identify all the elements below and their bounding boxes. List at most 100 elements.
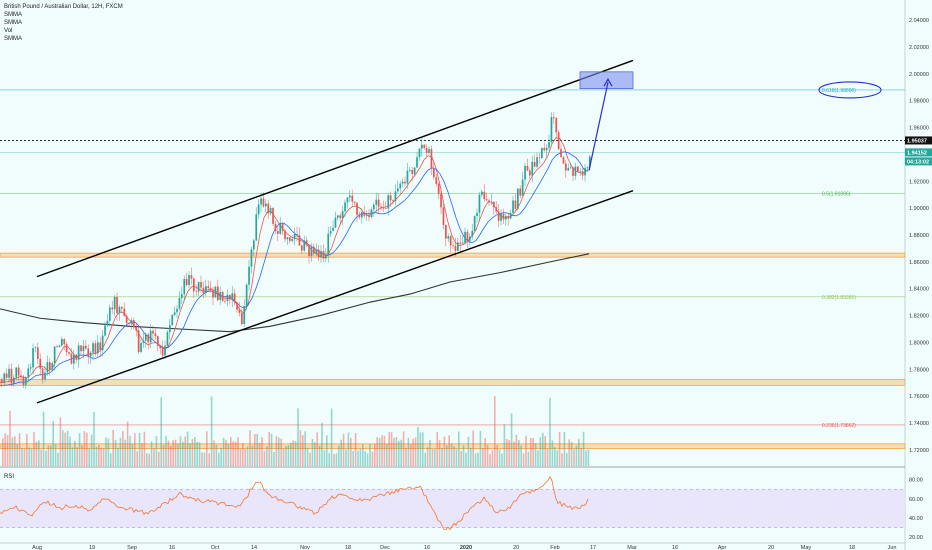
- volume-bar: [410, 444, 412, 466]
- candle-body: [389, 195, 392, 201]
- candle-body: [313, 246, 315, 254]
- candle-body: [154, 333, 157, 337]
- volume-bar: [21, 448, 23, 466]
- candle-body: [565, 163, 567, 171]
- candle-body: [533, 161, 536, 167]
- candle-body: [507, 216, 510, 219]
- candle-body: [334, 217, 337, 228]
- time-tick-label: Sep: [127, 545, 137, 550]
- volume-bar: [210, 396, 213, 466]
- candle-body: [10, 368, 13, 384]
- volume-bar: [196, 441, 198, 466]
- candle-body: [157, 336, 159, 346]
- volume-bar: [280, 438, 282, 466]
- candle-body: [286, 237, 289, 240]
- candle-body: [517, 188, 519, 209]
- candle-body: [574, 166, 577, 176]
- volume-bar: [333, 453, 335, 466]
- candle-body: [229, 294, 231, 300]
- volume-bar: [287, 445, 290, 466]
- candle-body: [92, 343, 94, 353]
- candle-body: [188, 275, 190, 286]
- time-tick-label: Oct: [211, 545, 220, 550]
- volume-bar: [232, 441, 234, 466]
- candle-body: [589, 156, 591, 168]
- volume-bar: [482, 448, 484, 466]
- volume-bar: [297, 408, 299, 466]
- volume-bar: [189, 443, 191, 466]
- candle-body: [39, 358, 42, 369]
- rsi-band: [0, 489, 905, 528]
- volume-bar: [364, 451, 366, 466]
- candle-body: [466, 231, 469, 242]
- volume-bar: [191, 439, 194, 466]
- price-tick-label: 1.88000: [909, 233, 929, 239]
- candle-body: [425, 147, 428, 153]
- volume-bar: [498, 449, 501, 466]
- candle-body: [289, 237, 291, 241]
- volume-bar: [134, 433, 136, 466]
- candle-body: [253, 240, 255, 250]
- candle-body: [152, 330, 154, 334]
- volume-bar: [501, 453, 503, 466]
- price-tick-label: 2.00000: [909, 72, 929, 78]
- candle-body: [277, 230, 279, 234]
- candle-body: [56, 346, 58, 348]
- candle-body: [550, 117, 553, 143]
- candle-body: [531, 161, 534, 176]
- candle-body: [370, 209, 373, 218]
- volume-bar: [335, 453, 338, 466]
- volume-bar: [563, 431, 566, 466]
- volume-bar: [496, 445, 498, 466]
- candle-body: [401, 181, 404, 184]
- volume-bar: [330, 408, 333, 466]
- fib-highlight-ellipse: [818, 81, 882, 99]
- candle-body: [541, 147, 543, 158]
- volume-bar: [64, 432, 66, 466]
- volume-bar: [78, 433, 81, 466]
- volume-bar: [352, 451, 354, 466]
- candle-body: [505, 216, 507, 220]
- volume-bar: [105, 437, 107, 466]
- channel-lower-line: [36, 190, 634, 404]
- candle-body: [106, 320, 109, 326]
- candle-body: [538, 157, 541, 158]
- volume-bar: [148, 453, 150, 466]
- candle-body: [265, 203, 267, 207]
- candle-body: [581, 171, 584, 176]
- candle-body: [298, 235, 301, 246]
- volume-bar: [383, 435, 386, 466]
- volume-bar: [573, 448, 575, 466]
- price-line-tag: 1.95037: [907, 138, 927, 144]
- volume-bar: [580, 447, 582, 466]
- volume-bar: [273, 452, 275, 466]
- volume-bar: [441, 448, 443, 466]
- candle-body: [526, 165, 529, 171]
- volume-bar: [117, 447, 119, 466]
- volume-bar: [290, 442, 292, 466]
- candle-body: [248, 266, 250, 285]
- candle-body: [445, 225, 447, 239]
- candle-body: [224, 300, 226, 302]
- volume-bar: [76, 447, 78, 466]
- volume-bar: [57, 452, 59, 466]
- candle-body: [514, 200, 517, 209]
- volume-bar: [6, 435, 9, 466]
- candle-body: [20, 375, 22, 377]
- volume-bar: [525, 435, 527, 466]
- candle-body: [200, 282, 202, 288]
- volume-bar: [4, 433, 6, 466]
- candle-body: [171, 314, 174, 326]
- candle-body: [269, 208, 272, 214]
- price-tick-label: 1.72000: [909, 448, 929, 454]
- candle-body: [125, 315, 128, 323]
- volume-bar: [35, 441, 38, 466]
- volume-bar: [503, 424, 506, 466]
- time-tick-label: May: [801, 545, 812, 550]
- indicator-smma-1: SMMA: [4, 12, 22, 18]
- volume-bar: [354, 433, 357, 466]
- volume-bar: [158, 451, 160, 466]
- candle-body: [13, 377, 15, 384]
